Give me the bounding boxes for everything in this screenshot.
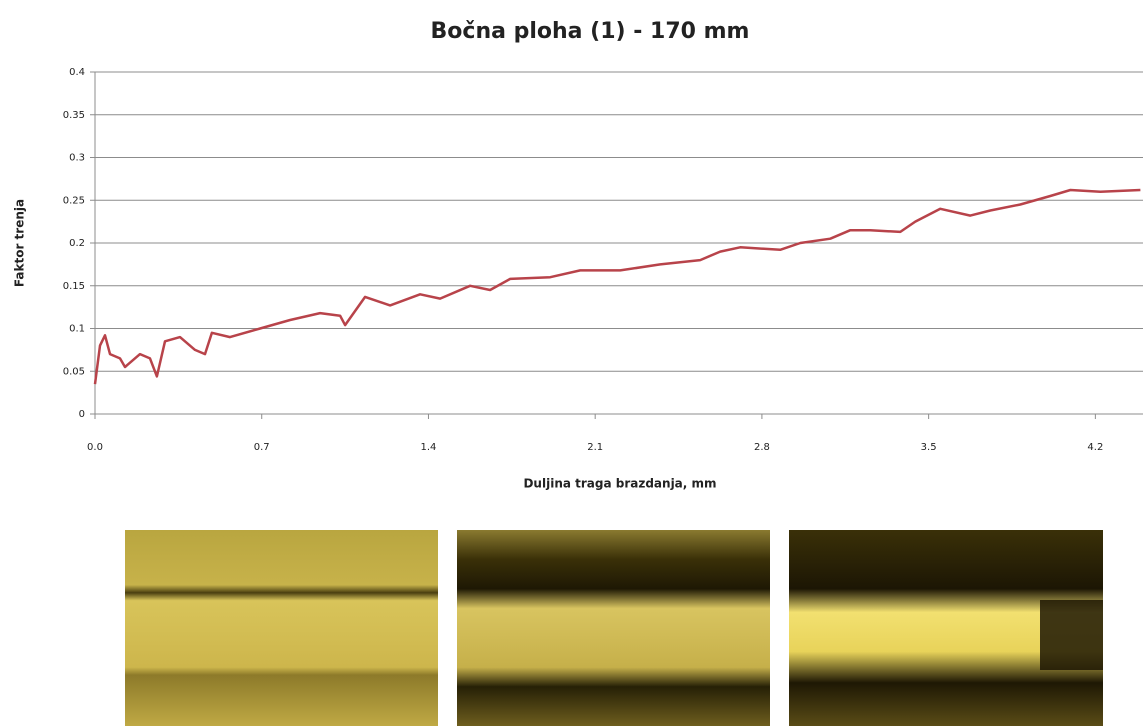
- y-tick-label: 0.2: [69, 238, 85, 249]
- chart-title: Bočna ploha (1) - 170 mm: [431, 19, 750, 44]
- x-tick-label: 2.1: [587, 442, 603, 453]
- y-tick-label: 0.35: [63, 110, 85, 121]
- y-tick-label: 0.1: [69, 324, 85, 335]
- y-tick-label: 0.4: [69, 67, 85, 78]
- y-tick-label: 0.05: [63, 366, 85, 377]
- y-tick-label: 0.25: [63, 195, 85, 206]
- y-tick-label: 0.3: [69, 153, 85, 164]
- micrographs: [125, 530, 1103, 726]
- micrograph: [457, 530, 770, 726]
- micrograph-track-end: [1040, 600, 1103, 670]
- y-axis-title: Faktor trenja: [13, 199, 27, 287]
- data-line: [93, 188, 1141, 385]
- y-tick-label: 0: [79, 409, 85, 420]
- x-axis-title: Duljina traga brazdanja, mm: [523, 477, 716, 491]
- y-tick-label: 0.15: [63, 281, 85, 292]
- x-tick-label: 0.7: [254, 442, 270, 453]
- x-tick-label: 1.4: [421, 442, 437, 453]
- x-tick-label: 2.8: [754, 442, 770, 453]
- x-tick-label: 4.2: [1087, 442, 1103, 453]
- x-tick-label: 0.0: [87, 442, 103, 453]
- micrograph: [125, 530, 438, 726]
- x-tick-label: 3.5: [921, 442, 937, 453]
